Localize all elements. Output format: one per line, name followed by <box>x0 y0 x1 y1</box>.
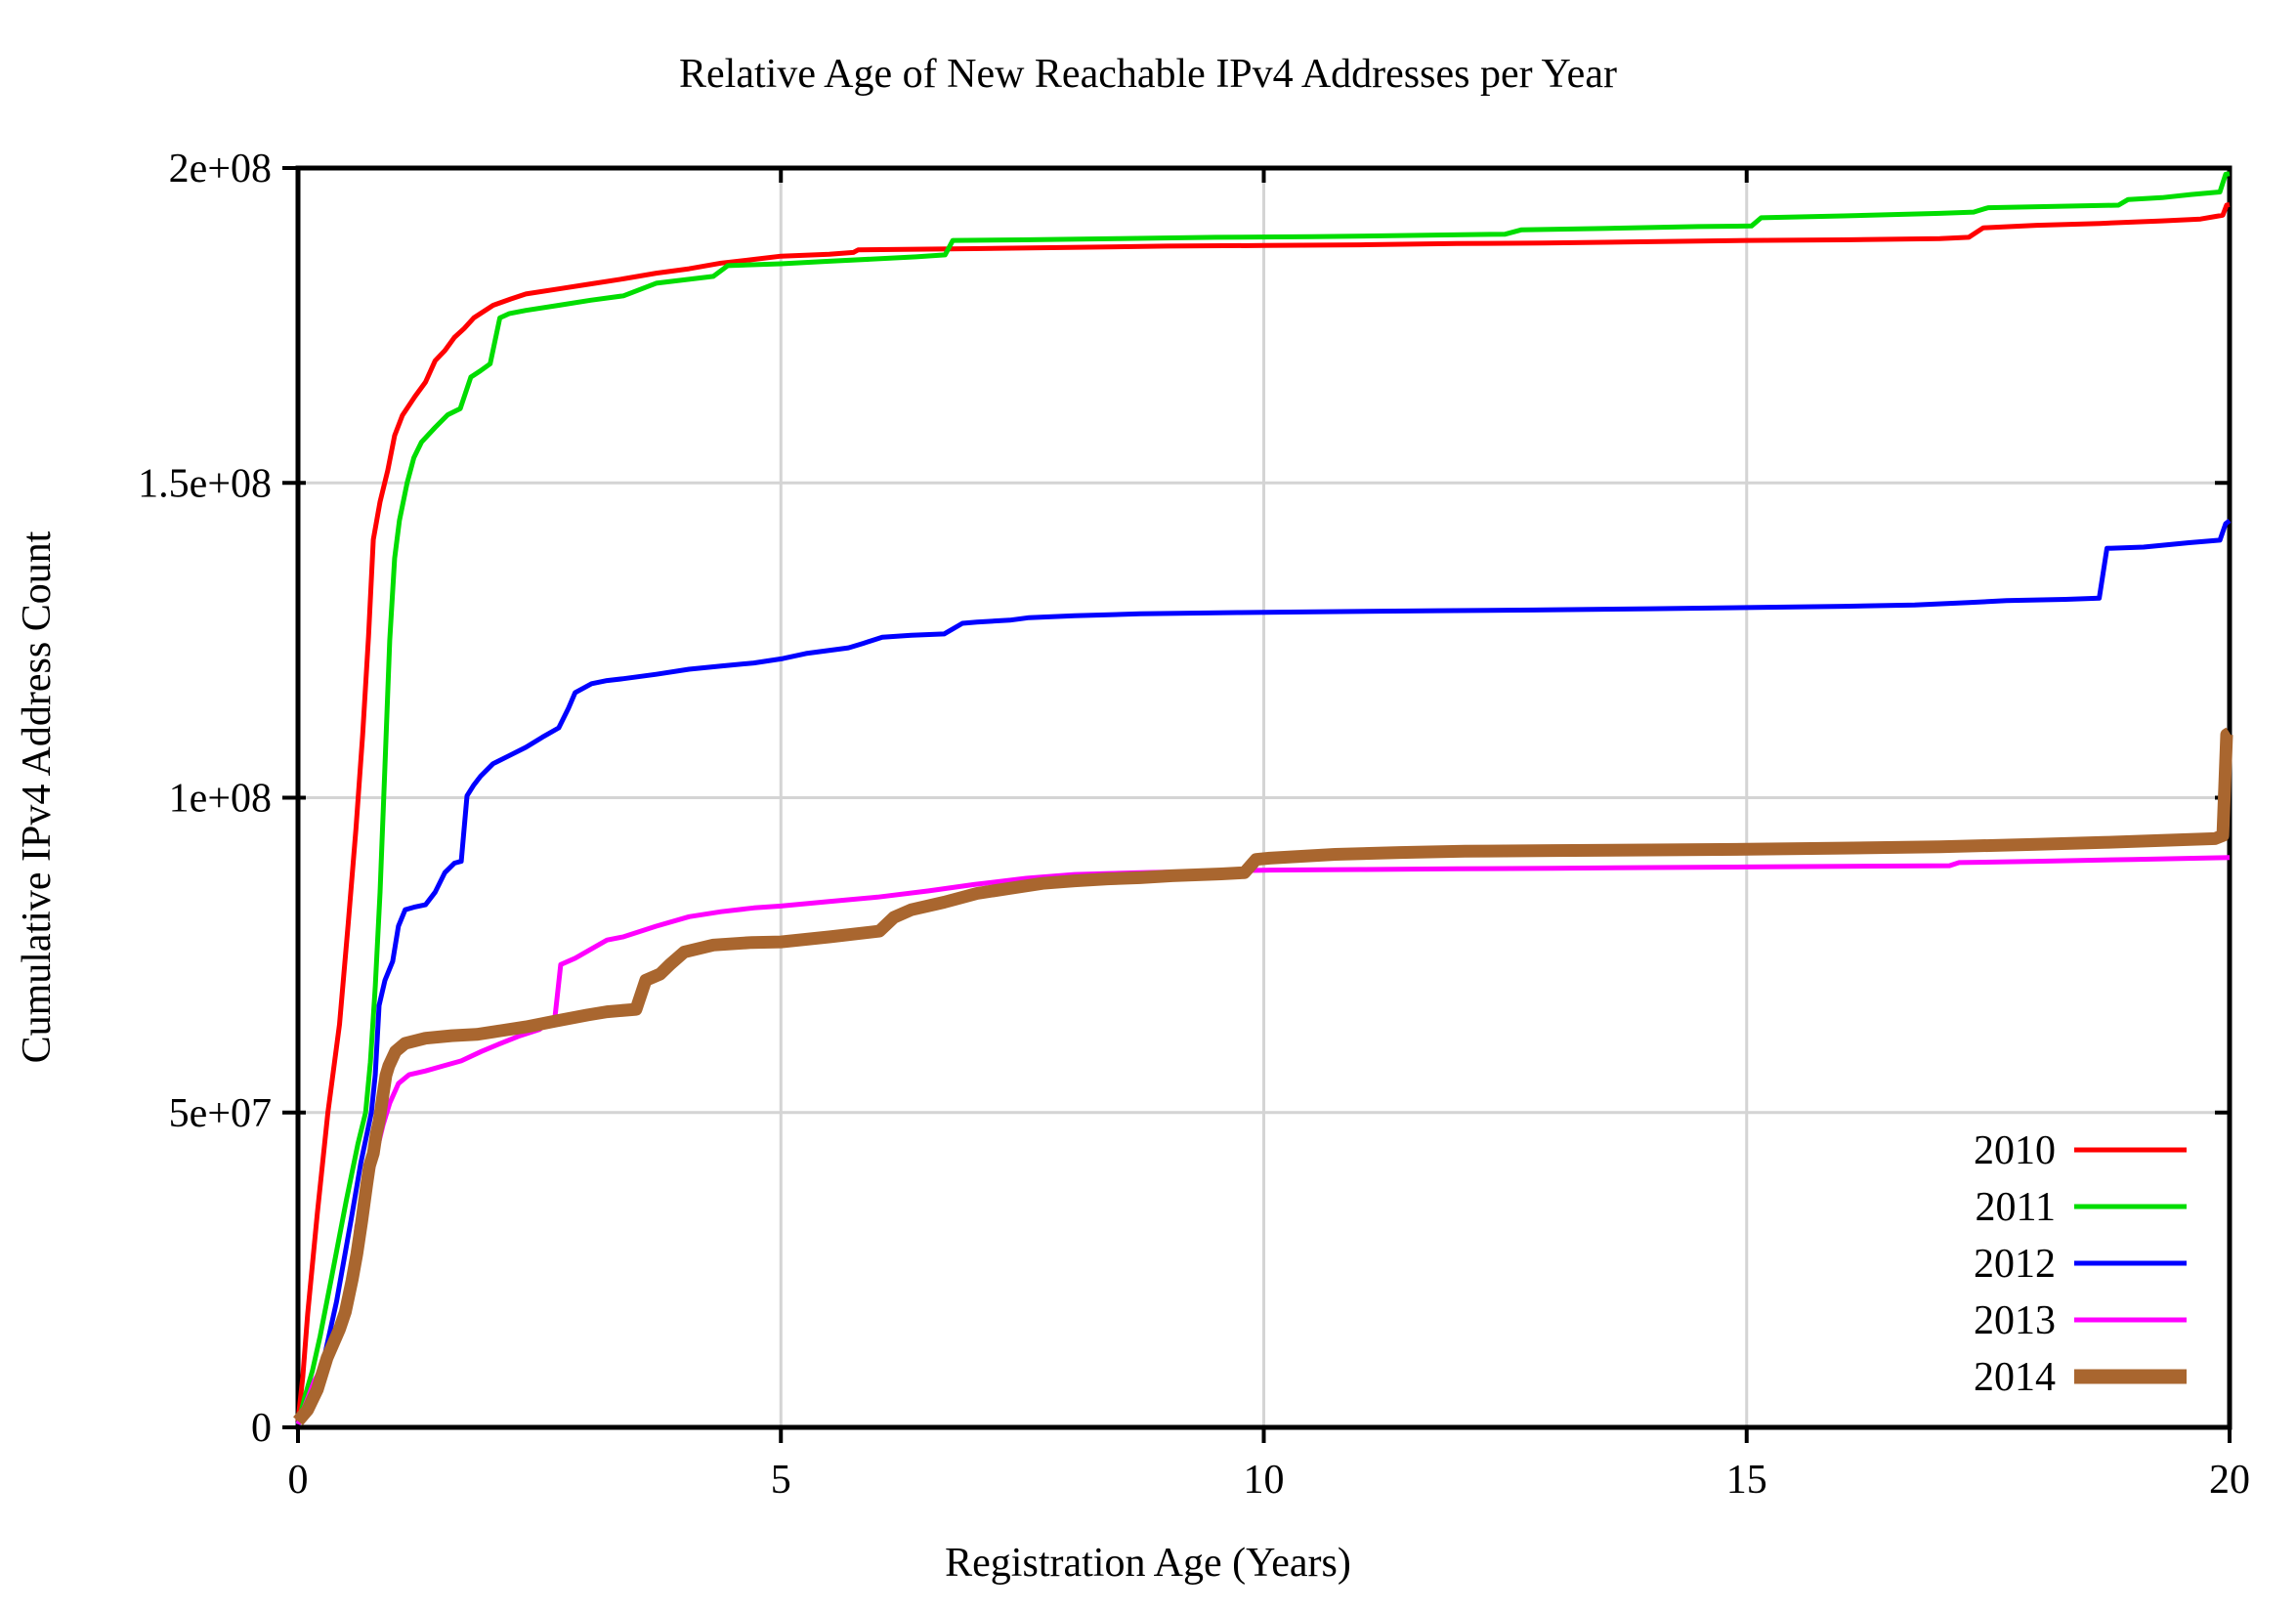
legend-label-2010: 2010 <box>1974 1128 2056 1173</box>
x-tick-label: 5 <box>771 1458 791 1503</box>
y-tick-label: 2e+08 <box>169 147 272 191</box>
series-line-2012 <box>295 518 2232 1425</box>
legend-label-2014: 2014 <box>1974 1355 2056 1400</box>
y-axis-label: Cumulative IPv4 Address Count <box>15 530 60 1064</box>
series-line-2011 <box>295 171 2231 1425</box>
x-tick-label: 10 <box>1244 1458 1285 1503</box>
x-tick-label: 15 <box>1726 1458 1767 1503</box>
y-tick-label: 0 <box>251 1406 272 1451</box>
legend-label-2011: 2011 <box>1976 1185 2056 1230</box>
series-line-2014 <box>293 727 2233 1425</box>
y-tick-label: 1e+08 <box>169 777 272 822</box>
x-tick-label: 20 <box>2209 1458 2250 1503</box>
legend-label-2013: 2013 <box>1974 1298 2056 1343</box>
x-axis-label: Registration Age (Years) <box>945 1541 1351 1586</box>
legend-label-2012: 2012 <box>1974 1242 2056 1287</box>
y-tick-label: 5e+07 <box>169 1091 272 1136</box>
chart-title: Relative Age of New Reachable IPv4 Addre… <box>679 52 1617 97</box>
y-tick-label: 1.5e+08 <box>138 461 272 506</box>
series-line-2010 <box>295 201 2231 1421</box>
x-tick-label: 0 <box>288 1458 309 1503</box>
